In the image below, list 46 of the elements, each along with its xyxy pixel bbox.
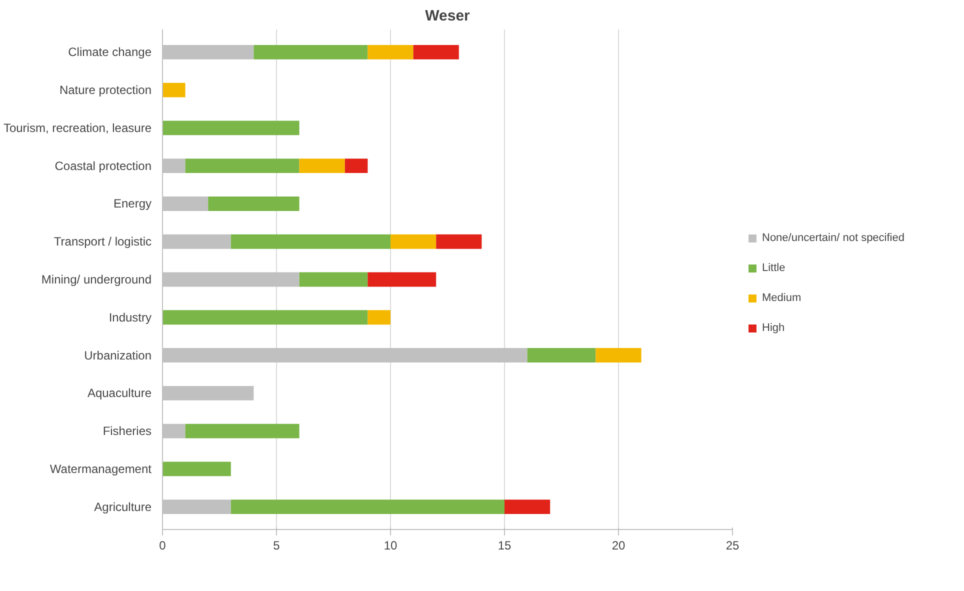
- x-tick-label: 0: [159, 538, 166, 552]
- bar: [208, 196, 300, 211]
- bar: [299, 158, 345, 174]
- y-tick-label: Energy: [113, 196, 152, 211]
- y-tick-label: Agriculture: [94, 500, 152, 514]
- bar: [504, 500, 550, 514]
- x-tick-label: 25: [726, 538, 740, 552]
- bar: [527, 348, 596, 362]
- legend-label: None/uncertain/ not specified: [762, 232, 904, 244]
- y-tick-label: Climate change: [68, 45, 152, 60]
- bar: [368, 45, 414, 60]
- y-tick-label: Watermanagement: [50, 462, 152, 476]
- x-tick-label: 5: [273, 538, 280, 552]
- y-tick-label: Transport / logistic: [54, 234, 152, 249]
- bar: [299, 272, 368, 287]
- bar: [230, 234, 390, 249]
- y-tick-label: Aquaculture: [87, 386, 152, 400]
- y-tick-label: Coastal protection: [54, 158, 152, 173]
- bar: [436, 234, 482, 249]
- x-tick-label: 20: [612, 538, 626, 552]
- y-tick-label: Fisheries: [102, 424, 152, 438]
- y-tick-label: Mining/ underground: [41, 272, 152, 286]
- bar: [162, 120, 300, 136]
- legend-label: High: [762, 322, 785, 334]
- bar: [344, 158, 368, 174]
- bar: [390, 234, 436, 249]
- bar: [185, 158, 300, 174]
- bar: [230, 500, 504, 514]
- bar: [596, 348, 642, 362]
- bar: [413, 45, 459, 60]
- x-tick-label: 10: [384, 538, 398, 552]
- legend-label: Medium: [762, 292, 802, 304]
- y-tick-label: Tourism, recreation, leasure: [3, 120, 152, 135]
- bar: [254, 45, 368, 60]
- y-tick-label: Urbanization: [84, 348, 152, 362]
- x-tick-label: 15: [498, 538, 512, 552]
- bar: [162, 82, 186, 98]
- bar: [368, 310, 390, 325]
- chart-title: Weser: [425, 8, 470, 24]
- y-tick-label: Industry: [108, 310, 152, 324]
- bar: [162, 462, 231, 476]
- bar: [185, 424, 300, 438]
- bar: [162, 310, 368, 325]
- y-tick-label: Nature protection: [59, 83, 152, 98]
- legend-label: Little: [762, 262, 786, 274]
- bar: [368, 272, 436, 287]
